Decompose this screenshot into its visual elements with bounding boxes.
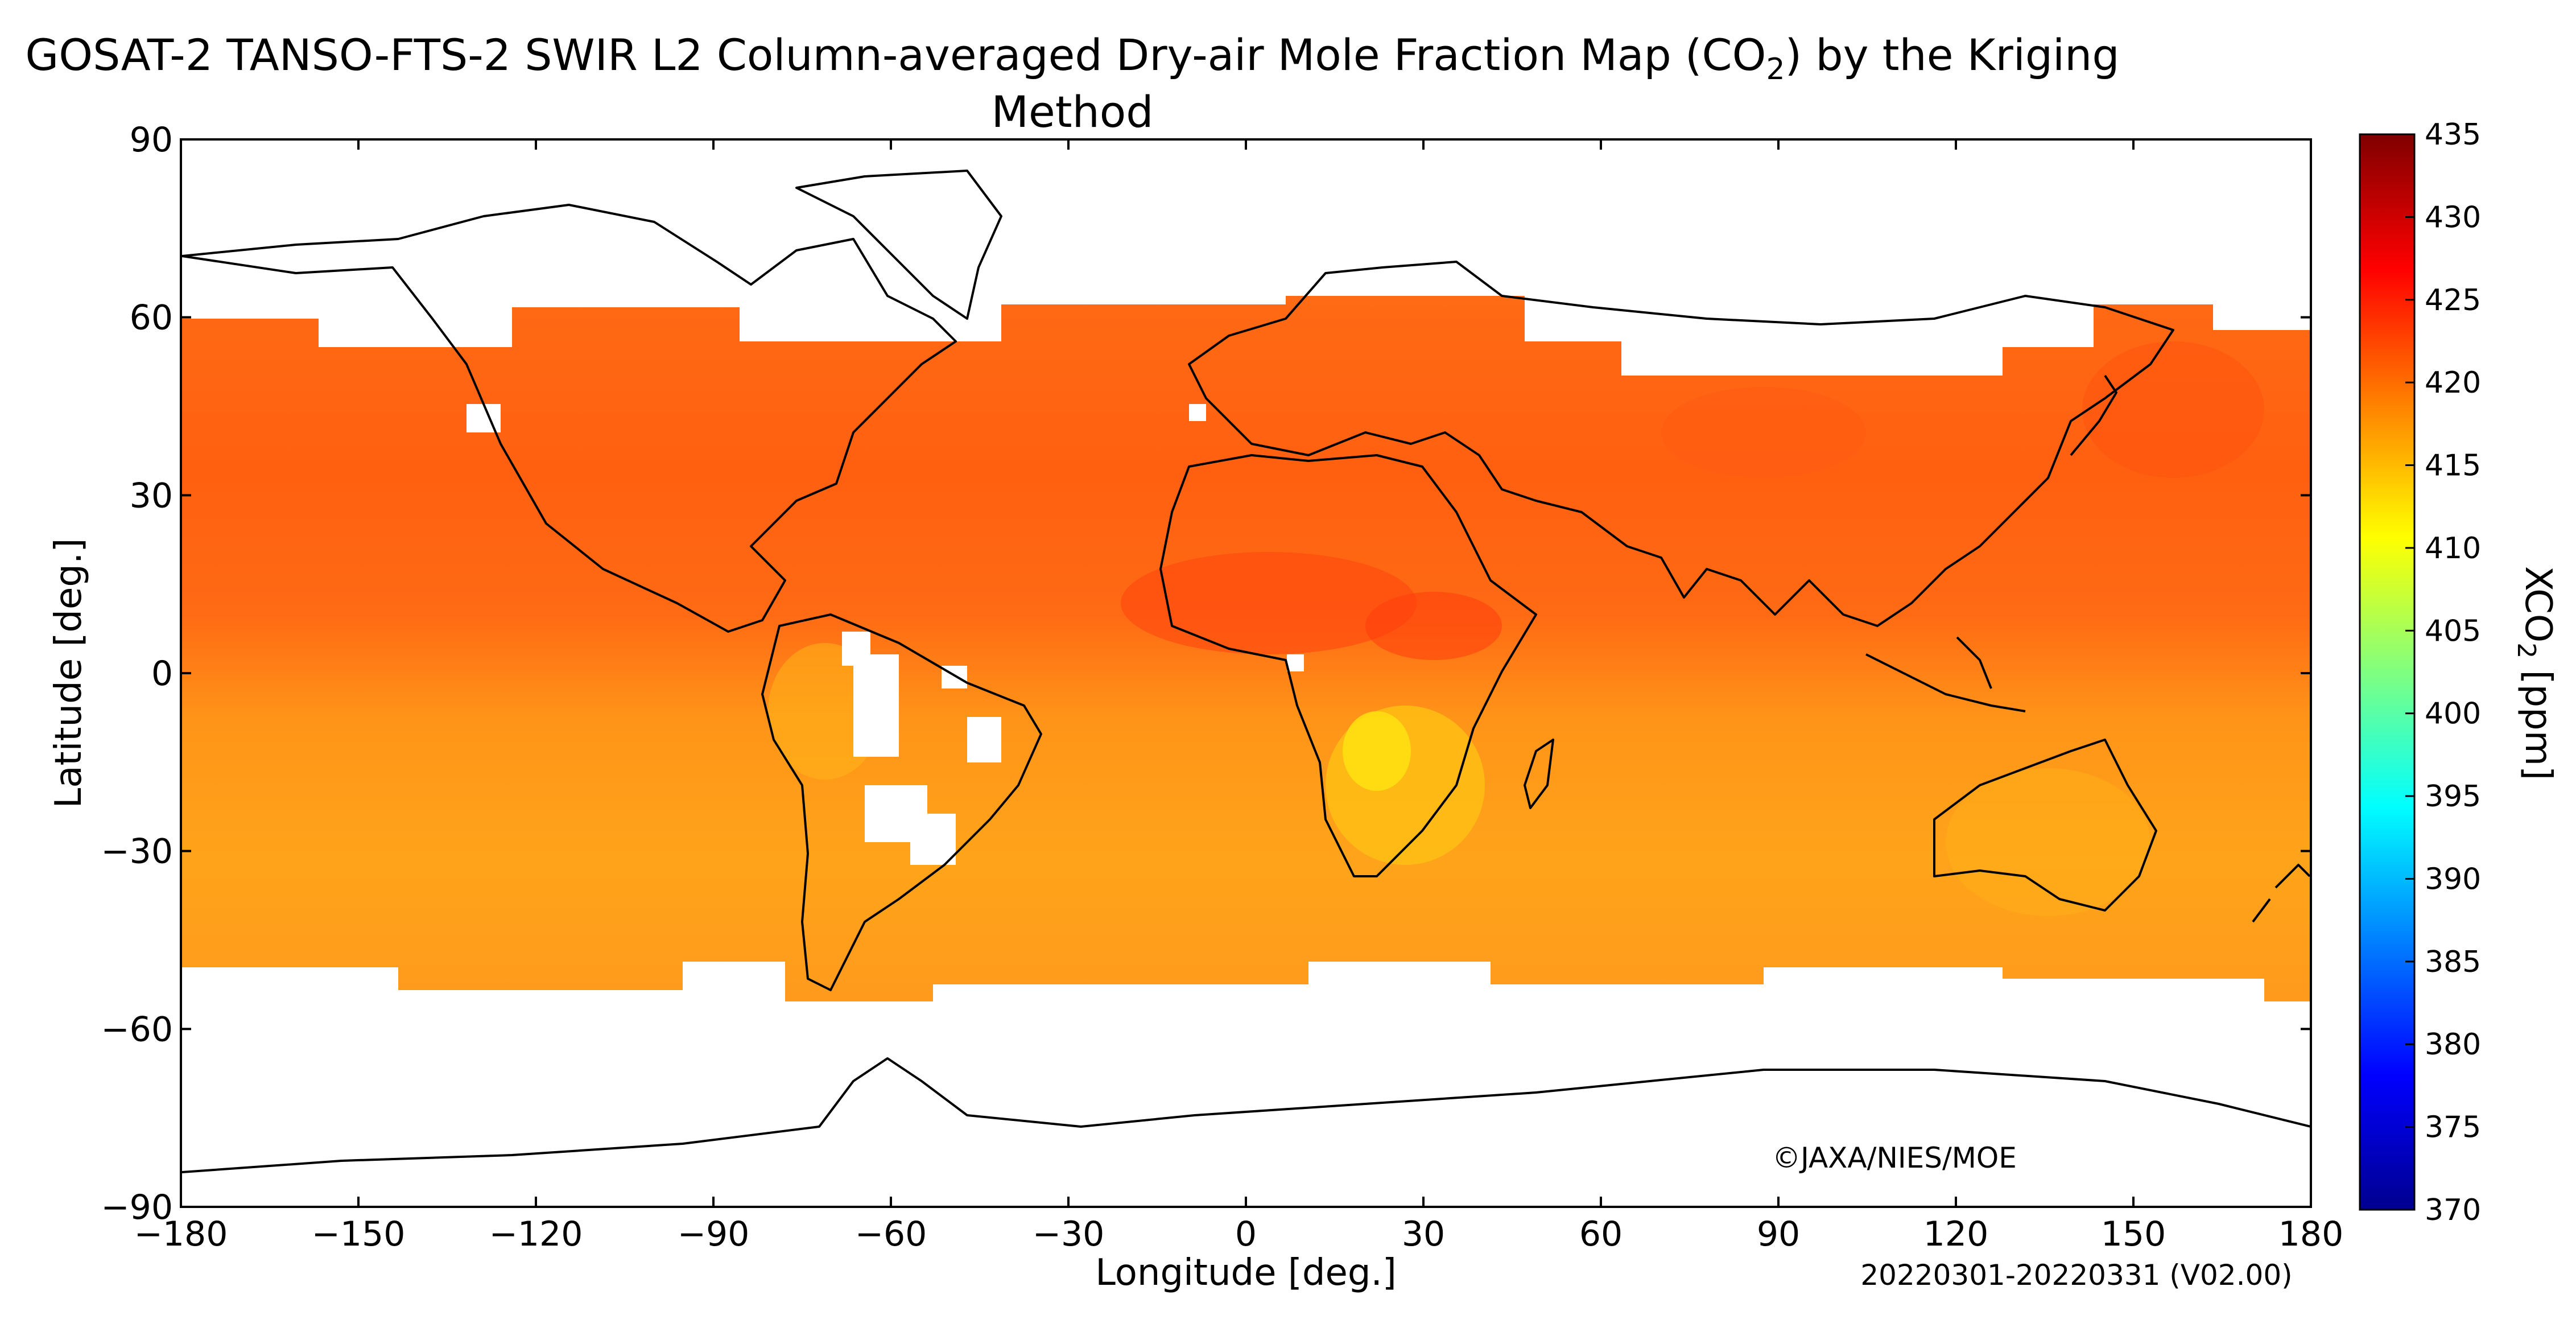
colorbar-tick-label: 395 bbox=[2425, 780, 2481, 814]
colorbar-label-main: XCO bbox=[2517, 566, 2559, 642]
y-tick-label: −60 bbox=[101, 1009, 173, 1049]
y-tick-label: −90 bbox=[101, 1188, 173, 1227]
y-axis: 90 60 30 0 −30 −60 −90 bbox=[101, 120, 2311, 1227]
x-tick-label: −120 bbox=[489, 1214, 583, 1254]
x-tick-label: 90 bbox=[1757, 1214, 1800, 1254]
y-axis-label: Latitude [deg.] bbox=[48, 538, 90, 809]
x-tick-label: 150 bbox=[2101, 1214, 2166, 1254]
colorbar-tick-label: 405 bbox=[2425, 614, 2481, 648]
colorbar-tick-label: 435 bbox=[2425, 118, 2481, 152]
colorbar-label-end: [ppm] bbox=[2517, 658, 2559, 780]
y-tick-label: 0 bbox=[151, 654, 173, 694]
title-text-end: ) by the Kriging Method bbox=[991, 30, 2120, 138]
xco2-data-field bbox=[181, 296, 2311, 1001]
colorbar-tick-label: 415 bbox=[2425, 449, 2481, 483]
colorbar-tick-label: 390 bbox=[2425, 862, 2481, 896]
x-axis-label: Longitude [deg.] bbox=[1095, 1252, 1397, 1294]
x-tick-label: −30 bbox=[1033, 1214, 1105, 1254]
colorbar-tick-label: 385 bbox=[2425, 945, 2481, 979]
colorbar-tick-label: 425 bbox=[2425, 283, 2481, 318]
x-tick-label: 120 bbox=[1923, 1214, 1989, 1254]
coastlines bbox=[181, 170, 2311, 1173]
map-panel: ©JAXA/NIES/MOE bbox=[181, 139, 2311, 1207]
x-tick-label: −90 bbox=[678, 1214, 750, 1254]
copyright-note: ©JAXA/NIES/MOE bbox=[1772, 1141, 2017, 1174]
y-tick-label: −30 bbox=[101, 832, 173, 872]
colorbar-label-sub: 2 bbox=[2512, 642, 2541, 658]
x-tick-label: −60 bbox=[855, 1214, 927, 1254]
y-tick-label: 90 bbox=[130, 120, 173, 160]
period-label: 20220301-20220331 (V02.00) bbox=[1860, 1259, 2292, 1292]
map-title: GOSAT-2 TANSO-FTS-2 SWIR L2 Column-avera… bbox=[0, 30, 2145, 137]
title-subscript: 2 bbox=[1766, 52, 1785, 87]
colorbar-tick-label: 420 bbox=[2425, 366, 2481, 400]
x-tick-label: 30 bbox=[1402, 1214, 1445, 1254]
x-tick-label: 180 bbox=[2278, 1214, 2344, 1254]
colorbar-tick-label: 430 bbox=[2425, 200, 2481, 234]
colorbar-scale bbox=[2359, 133, 2416, 1211]
colorbar-tick-label: 400 bbox=[2425, 697, 2481, 731]
x-tick-label: −180 bbox=[134, 1214, 228, 1254]
colorbar-tick-label: 370 bbox=[2425, 1193, 2481, 1227]
colorbar-tick-label: 410 bbox=[2425, 531, 2481, 566]
y-tick-label: 30 bbox=[130, 476, 173, 516]
x-tick-label: −150 bbox=[312, 1214, 406, 1254]
x-tick-label: 0 bbox=[1235, 1214, 1257, 1254]
colorbar-tick-label: 380 bbox=[2425, 1028, 2481, 1062]
title-text: GOSAT-2 TANSO-FTS-2 SWIR L2 Column-avera… bbox=[25, 30, 1766, 80]
x-axis: −180 −150 −120 −90 −60 −30 0 30 60 90 120 150 180 bbox=[134, 139, 2344, 1254]
x-tick-label: 60 bbox=[1579, 1214, 1623, 1254]
colorbar-tick-label: 375 bbox=[2425, 1111, 2481, 1145]
colorbar-label: XCO2 [ppm] bbox=[2512, 566, 2559, 780]
colorbar: 435 430 425 420 415 410 405 400 395 390 385 380 375 3… bbox=[2359, 118, 2559, 1227]
y-tick-label: 60 bbox=[130, 298, 173, 338]
